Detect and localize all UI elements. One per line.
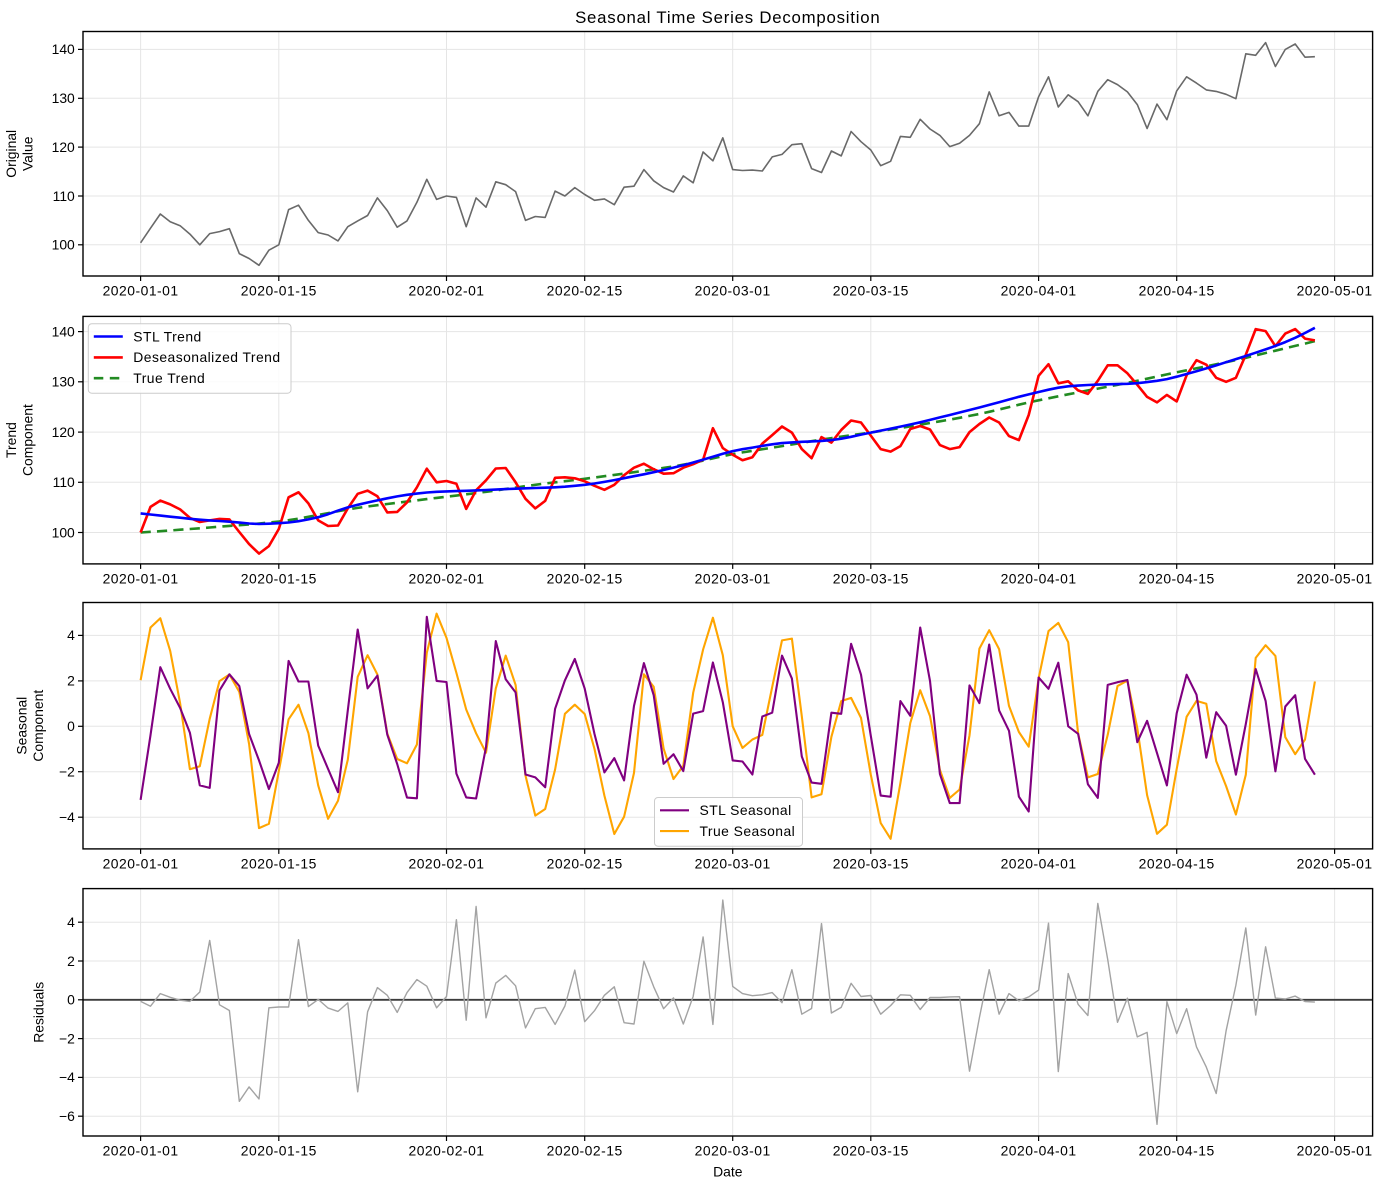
svg-text:Seasonal: Seasonal <box>13 697 29 755</box>
svg-text:2020-03-01: 2020-03-01 <box>695 856 771 872</box>
svg-text:2020-01-15: 2020-01-15 <box>241 571 317 587</box>
svg-text:2020-03-01: 2020-03-01 <box>695 571 771 587</box>
svg-text:2020-04-01: 2020-04-01 <box>1001 571 1077 587</box>
svg-text:Value: Value <box>20 136 36 171</box>
svg-text:2020-05-01: 2020-05-01 <box>1297 856 1373 872</box>
svg-text:Date: Date <box>713 1164 743 1180</box>
svg-text:Seasonal Time Series Decomposi: Seasonal Time Series Decomposition <box>575 8 880 27</box>
svg-text:2020-03-15: 2020-03-15 <box>833 856 909 872</box>
svg-text:2020-04-15: 2020-04-15 <box>1139 283 1215 299</box>
svg-text:2020-03-15: 2020-03-15 <box>833 571 909 587</box>
svg-text:Trend: Trend <box>3 422 19 458</box>
svg-text:110: 110 <box>53 474 75 490</box>
svg-text:Deseasonalized Trend: Deseasonalized Trend <box>133 349 280 365</box>
svg-text:2020-01-15: 2020-01-15 <box>241 856 317 872</box>
svg-text:−4: −4 <box>59 1069 75 1085</box>
svg-text:Component: Component <box>30 690 46 762</box>
svg-text:2020-04-15: 2020-04-15 <box>1139 856 1215 872</box>
svg-text:0: 0 <box>67 992 75 1008</box>
svg-text:Residuals: Residuals <box>31 982 47 1043</box>
svg-text:0: 0 <box>67 718 75 734</box>
svg-text:2: 2 <box>67 673 75 689</box>
svg-text:−6: −6 <box>59 1108 75 1124</box>
svg-text:2020-03-01: 2020-03-01 <box>695 283 771 299</box>
svg-text:2020-03-01: 2020-03-01 <box>695 1143 771 1159</box>
svg-text:110: 110 <box>53 188 75 204</box>
svg-text:4: 4 <box>67 914 75 930</box>
svg-text:2020-02-01: 2020-02-01 <box>408 1143 484 1159</box>
svg-text:130: 130 <box>52 374 75 390</box>
svg-text:2020-05-01: 2020-05-01 <box>1297 283 1373 299</box>
svg-text:2020-02-15: 2020-02-15 <box>547 856 623 872</box>
svg-text:100: 100 <box>52 237 75 253</box>
svg-text:STL Seasonal: STL Seasonal <box>700 802 792 818</box>
svg-text:100: 100 <box>52 524 75 540</box>
svg-text:True Trend: True Trend <box>133 370 205 386</box>
svg-text:STL Trend: STL Trend <box>133 328 201 344</box>
svg-text:4: 4 <box>67 627 75 643</box>
svg-text:2020-02-15: 2020-02-15 <box>547 571 623 587</box>
svg-text:140: 140 <box>52 323 75 339</box>
svg-text:2020-04-15: 2020-04-15 <box>1139 1143 1215 1159</box>
svg-text:2020-01-15: 2020-01-15 <box>241 1143 317 1159</box>
svg-text:140: 140 <box>52 41 75 57</box>
svg-text:2: 2 <box>67 953 75 969</box>
svg-text:2020-01-01: 2020-01-01 <box>103 856 179 872</box>
svg-text:−2: −2 <box>59 1030 75 1046</box>
svg-text:Original: Original <box>3 130 19 178</box>
svg-text:2020-04-01: 2020-04-01 <box>1001 283 1077 299</box>
svg-text:2020-04-01: 2020-04-01 <box>1001 1143 1077 1159</box>
svg-text:−4: −4 <box>59 809 75 825</box>
svg-text:2020-02-01: 2020-02-01 <box>408 571 484 587</box>
svg-text:True Seasonal: True Seasonal <box>700 823 796 839</box>
svg-text:−2: −2 <box>59 764 75 780</box>
svg-text:2020-05-01: 2020-05-01 <box>1297 571 1373 587</box>
svg-text:2020-02-01: 2020-02-01 <box>408 283 484 299</box>
svg-text:120: 120 <box>52 424 75 440</box>
svg-text:130: 130 <box>52 90 75 106</box>
svg-text:2020-01-01: 2020-01-01 <box>103 1143 179 1159</box>
svg-text:Component: Component <box>20 404 36 476</box>
svg-text:2020-02-15: 2020-02-15 <box>547 283 623 299</box>
svg-text:120: 120 <box>52 139 75 155</box>
svg-text:2020-03-15: 2020-03-15 <box>833 283 909 299</box>
svg-text:2020-02-15: 2020-02-15 <box>547 1143 623 1159</box>
svg-text:2020-02-01: 2020-02-01 <box>408 856 484 872</box>
svg-text:2020-01-01: 2020-01-01 <box>103 571 179 587</box>
svg-text:2020-04-01: 2020-04-01 <box>1001 856 1077 872</box>
svg-text:2020-01-01: 2020-01-01 <box>103 283 179 299</box>
svg-text:2020-05-01: 2020-05-01 <box>1297 1143 1373 1159</box>
svg-text:2020-01-15: 2020-01-15 <box>241 283 317 299</box>
svg-text:2020-03-15: 2020-03-15 <box>833 1143 909 1159</box>
svg-text:2020-04-15: 2020-04-15 <box>1139 571 1215 587</box>
